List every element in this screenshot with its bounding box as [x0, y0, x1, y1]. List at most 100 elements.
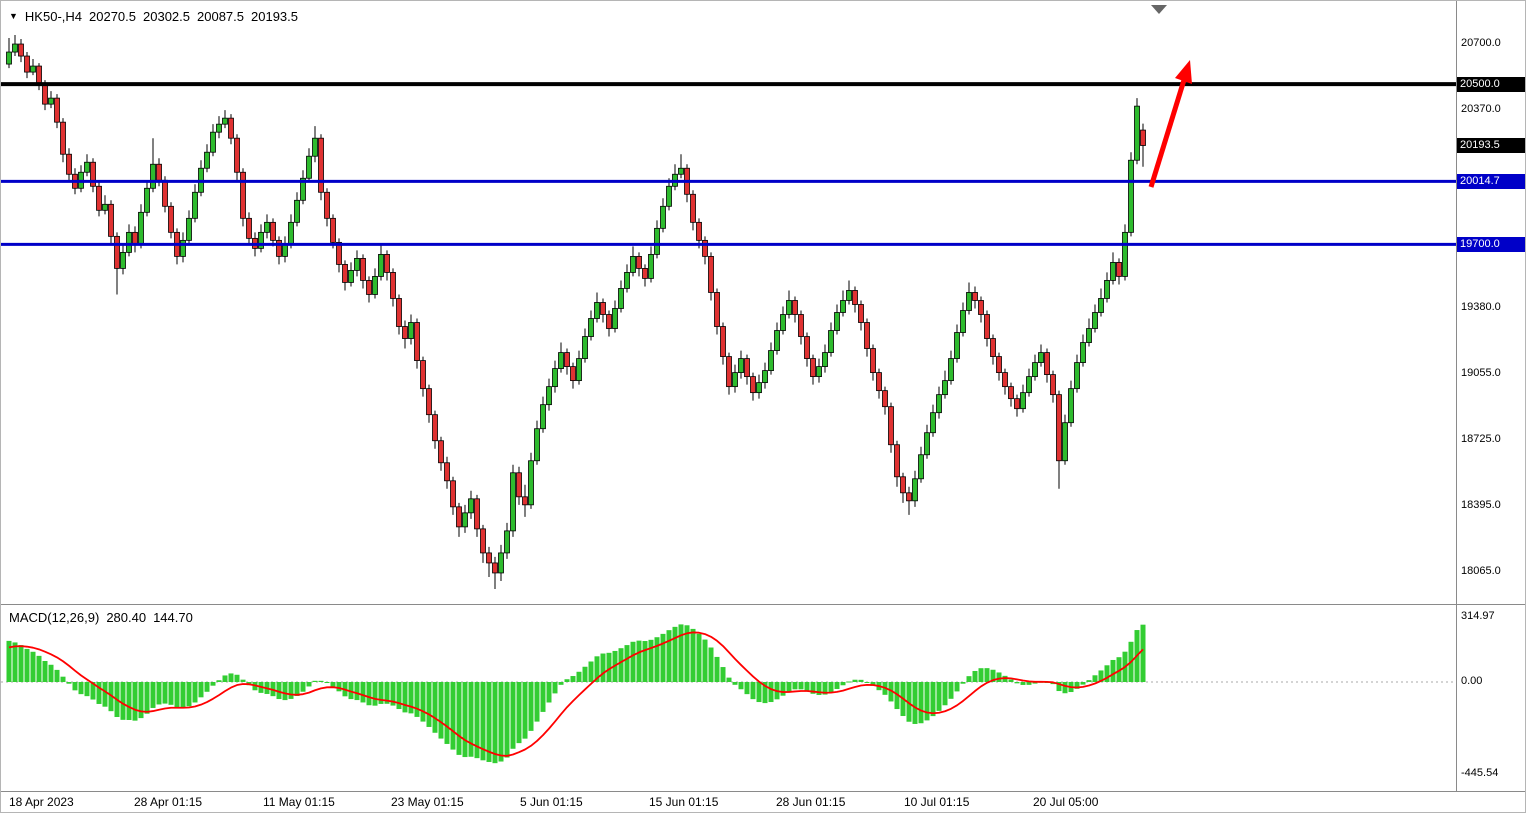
- trend-arrow-head-icon[interactable]: [1175, 60, 1192, 84]
- macd-histogram-bar: [306, 682, 312, 687]
- macd-histogram-bar: [426, 682, 432, 727]
- candle-up: [528, 460, 534, 506]
- macd-histogram-bar: [228, 673, 234, 682]
- candle-up: [768, 350, 774, 371]
- candle-down: [894, 444, 900, 478]
- macd-histogram-bar: [540, 682, 546, 712]
- candle-up: [918, 454, 924, 480]
- candle-up: [102, 203, 108, 211]
- candle-down: [474, 498, 480, 530]
- macd-histogram-bar: [654, 637, 660, 682]
- candle-up: [372, 276, 378, 295]
- candle-down: [456, 506, 462, 528]
- macd-histogram-bar: [816, 682, 822, 695]
- macd-histogram-bar: [960, 682, 966, 684]
- candle-up: [144, 187, 150, 213]
- candle-down: [54, 97, 60, 123]
- macd-histogram-bar: [1110, 659, 1116, 682]
- macd-histogram-bar: [288, 682, 294, 699]
- macd-histogram-bar: [330, 682, 336, 687]
- macd-histogram-bar: [942, 682, 948, 706]
- candle-up: [756, 382, 762, 394]
- candle-down: [636, 256, 642, 269]
- candle-down: [858, 304, 864, 323]
- candle-up: [504, 530, 510, 554]
- macd-histogram-bar: [858, 679, 864, 682]
- candle-up: [588, 318, 594, 337]
- macd-histogram-bar: [630, 641, 636, 682]
- candle-down: [876, 372, 882, 392]
- candle-down: [750, 376, 756, 394]
- candle-down: [906, 492, 912, 502]
- macd-histogram-bar: [456, 682, 462, 755]
- candle-up: [930, 412, 936, 434]
- macd-histogram-bar: [798, 682, 804, 690]
- macd-histogram-bar: [462, 682, 468, 758]
- candle-up: [210, 131, 216, 153]
- macd-histogram-bar: [48, 664, 54, 682]
- macd-histogram-bar: [588, 661, 594, 682]
- candle-up: [150, 163, 156, 189]
- trend-arrow[interactable]: [1148, 79, 1187, 188]
- macd-histogram-bar: [582, 666, 588, 682]
- macd-histogram-bar: [744, 682, 750, 695]
- candle-down: [318, 137, 324, 193]
- ohlc-close: 20193.5: [251, 9, 298, 24]
- macd-histogram-bar: [864, 682, 870, 683]
- macd-histogram-bar: [78, 682, 84, 695]
- macd-histogram-bar: [126, 682, 132, 720]
- candle-up: [762, 370, 768, 384]
- candle-down: [1014, 398, 1020, 410]
- candle-down: [810, 358, 816, 378]
- candle-up: [654, 227, 660, 255]
- candle-down: [234, 137, 240, 173]
- candle-up: [1104, 280, 1110, 299]
- candle-down: [642, 268, 648, 279]
- candle-up: [1128, 159, 1134, 233]
- macd-histogram-bar: [132, 682, 138, 721]
- macd-histogram-bar: [918, 682, 924, 724]
- dropdown-arrow-icon[interactable]: ▼: [9, 11, 18, 21]
- candle-up: [468, 498, 474, 514]
- macd-histogram-bar: [672, 626, 678, 682]
- macd-histogram-bar: [954, 682, 960, 692]
- macd-histogram-bar: [354, 682, 360, 701]
- macd-histogram-bar: [396, 682, 402, 710]
- macd-histogram-bar: [606, 652, 612, 682]
- candle-up: [264, 221, 270, 233]
- macd-histogram-bar: [678, 624, 684, 682]
- macd-histogram-bar: [444, 682, 450, 744]
- candle-down: [36, 65, 42, 85]
- chart-shift-marker-icon[interactable]: [1151, 5, 1167, 14]
- macd-histogram-bar: [660, 633, 666, 682]
- candle-up: [540, 404, 546, 430]
- macd-histogram-bar: [120, 682, 126, 720]
- macd-histogram-bar: [702, 639, 708, 682]
- macd-histogram-bar: [366, 682, 372, 706]
- candle-up: [738, 358, 744, 374]
- macd-histogram-bar: [1008, 679, 1014, 682]
- candle-down: [864, 322, 870, 349]
- candle-up: [1134, 105, 1140, 161]
- macd-histogram-bar: [1032, 682, 1038, 684]
- candle-down: [114, 235, 120, 269]
- candle-up: [834, 312, 840, 331]
- macd-histogram-bar: [600, 653, 606, 682]
- candle-up: [948, 358, 954, 382]
- candle-down: [384, 253, 390, 273]
- candle-down: [228, 117, 234, 139]
- candle-up: [306, 155, 312, 179]
- macd-histogram-bar: [726, 677, 732, 682]
- macd-histogram-bar: [906, 682, 912, 722]
- macd-histogram-bar: [828, 682, 834, 693]
- candle-down: [66, 153, 72, 175]
- macd-histogram-bar: [1092, 675, 1098, 682]
- macd-histogram-bar: [840, 682, 846, 686]
- candle-up: [120, 251, 126, 269]
- candle-up: [258, 231, 264, 249]
- ohlc-high: 20302.5: [143, 9, 190, 24]
- macd-histogram-bar: [894, 682, 900, 710]
- macd-histogram-bar: [594, 656, 600, 682]
- candle-down: [792, 300, 798, 315]
